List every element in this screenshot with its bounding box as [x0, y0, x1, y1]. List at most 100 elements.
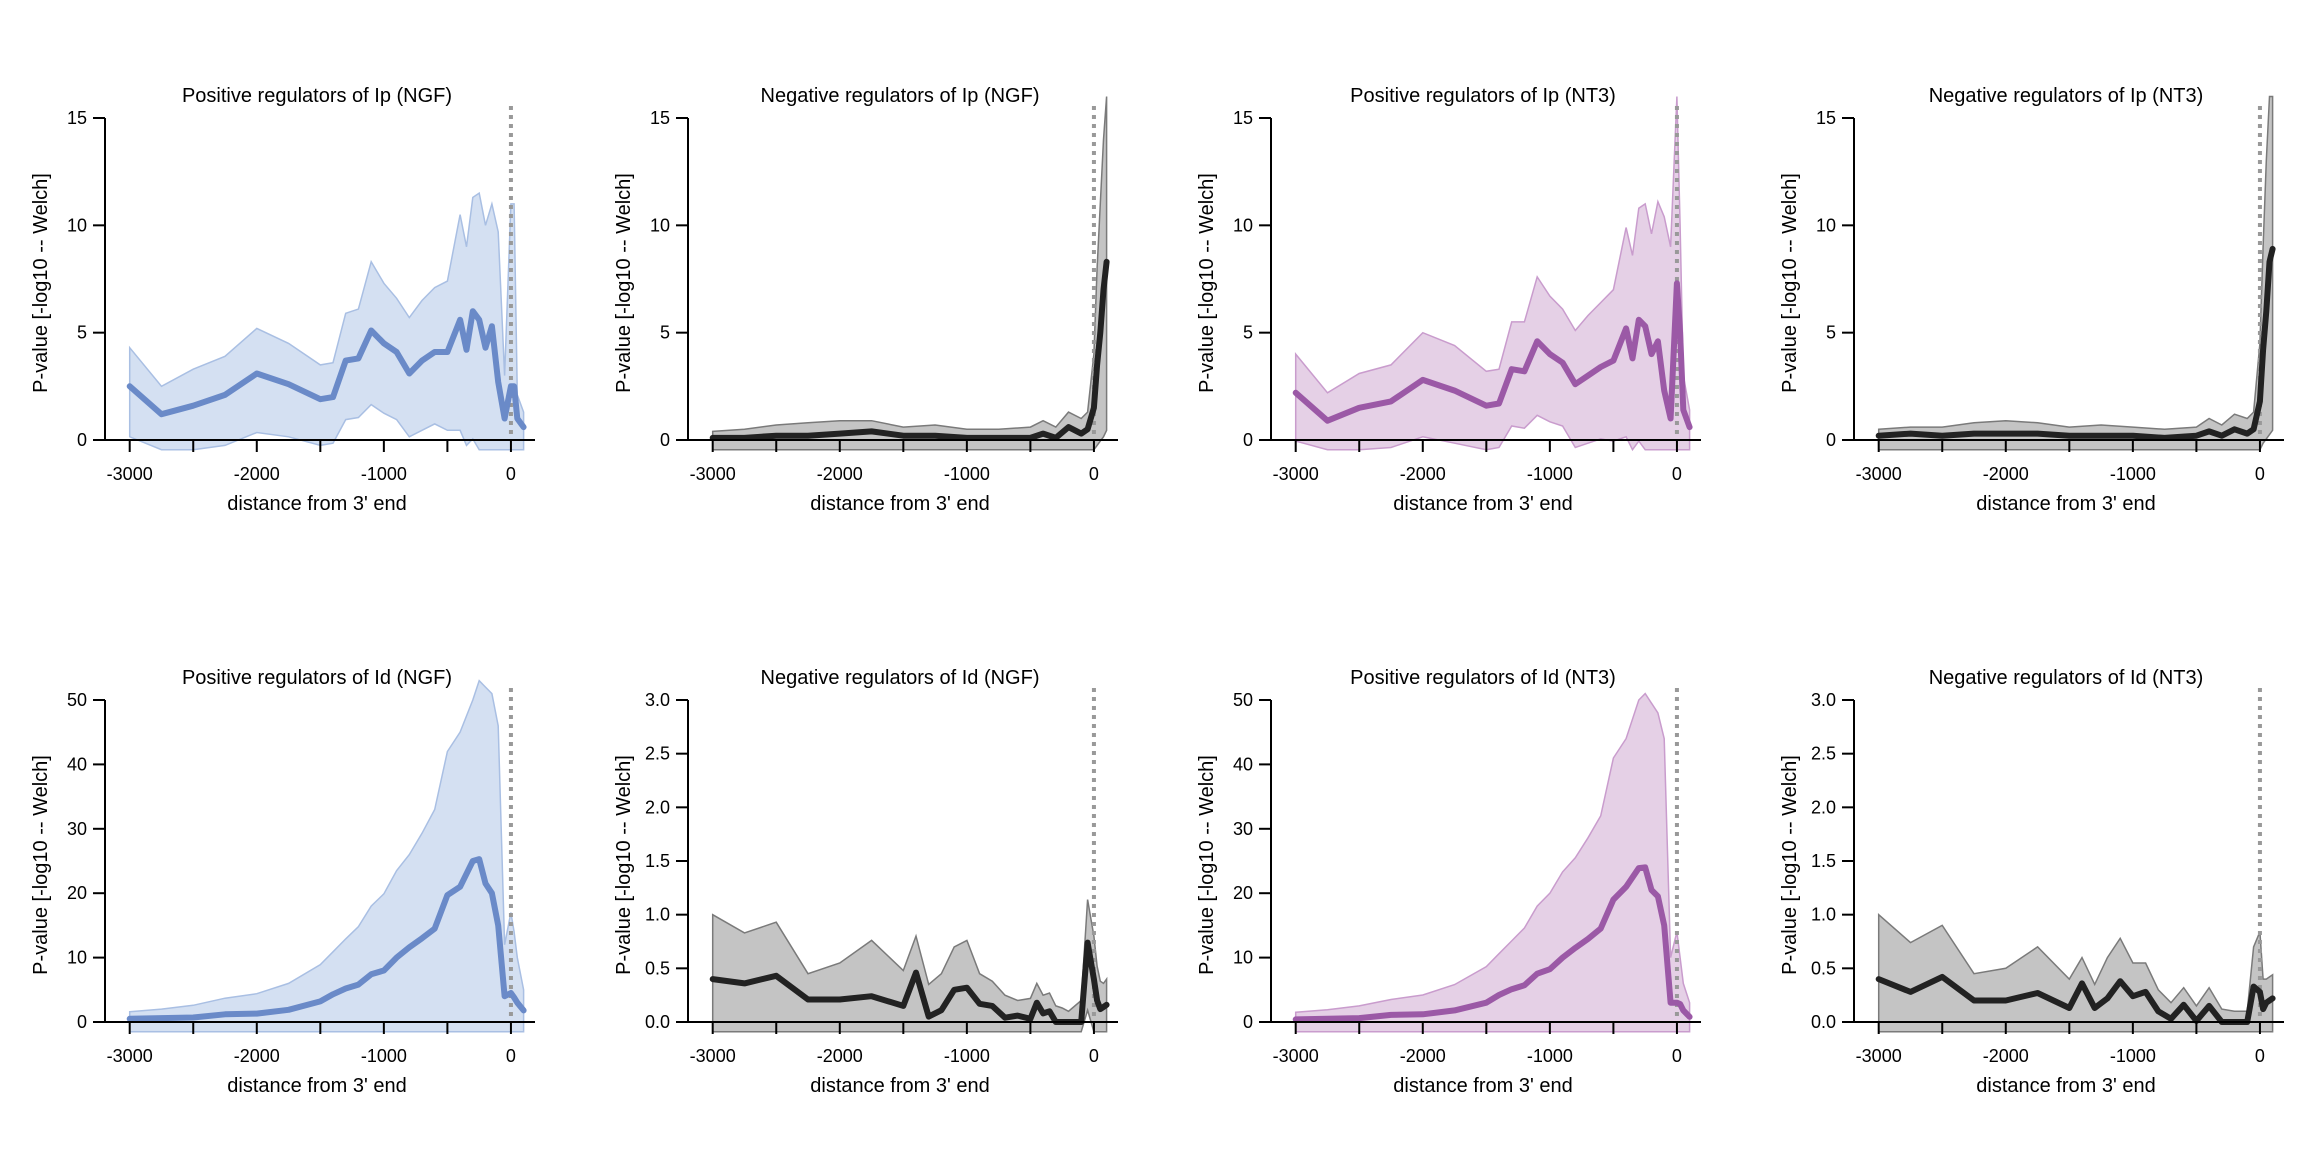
x-tick-label: -1000 [1527, 464, 1573, 484]
y-tick-label: 1.5 [1811, 851, 1836, 871]
panel-1: 0 5 10 15 -3000 -2000 -1000 0 Positive regulator… [30, 85, 535, 515]
x-tick-label: -3000 [1273, 1046, 1319, 1066]
y-tick-label: 0 [1243, 430, 1253, 450]
y-tick-label: 10 [1816, 215, 1836, 235]
y-tick-label: 15 [67, 108, 87, 128]
x-tick-label: -1000 [361, 1046, 407, 1066]
panel-6: 0.0 0.5 1.0 1.5 2.0 2.5 3.0 -3000 -2000 -1000 0 Neg… [613, 667, 1118, 1097]
series-line [709, 939, 1110, 1025]
x-axis-label: distance from 3' end [810, 493, 989, 515]
panel-title: Positive regulators of Ip (NGF) [182, 85, 452, 107]
y-tick-label: 1.0 [1811, 905, 1836, 925]
y-tick-label: 10 [650, 215, 670, 235]
x-tick-label: -3000 [1856, 464, 1902, 484]
y-tick-label: 0.0 [1811, 1012, 1836, 1032]
y-tick-label: 0 [660, 430, 670, 450]
x-tick-label: 0 [1089, 1046, 1099, 1066]
y-tick-label: 1.5 [645, 851, 670, 871]
panel-title: Negative regulators of Ip (NT3) [1929, 85, 2204, 107]
panel-4: 0 5 10 15 -3000 -2000 -1000 0 Negative regulator… [1779, 85, 2284, 515]
confidence-band [128, 679, 525, 1033]
y-tick-label: 0 [77, 1012, 87, 1032]
x-tick-label: -1000 [2110, 1046, 2156, 1066]
y-axis-label: P-value [-log10 -- Welch] [30, 173, 52, 393]
x-tick-label: 0 [2255, 1046, 2265, 1066]
x-tick-label: -2000 [1983, 464, 2029, 484]
x-axis-label: distance from 3' end [1976, 493, 2155, 515]
y-tick-label: 0.5 [1811, 958, 1836, 978]
y-tick-label: 5 [1243, 323, 1253, 343]
panel-2: 0 5 10 15 -3000 -2000 -1000 0 Negative regulator… [613, 85, 1118, 515]
panel-8: 0.0 0.5 1.0 1.5 2.0 2.5 3.0 -3000 -2000 -1000 0 Neg… [1779, 667, 2284, 1097]
data-area [126, 106, 527, 451]
x-tick-label: -1000 [944, 464, 990, 484]
data-area [1292, 688, 1693, 1033]
x-axis-label: distance from 3' end [1393, 1075, 1572, 1097]
x-axis-label: distance from 3' end [810, 1075, 989, 1097]
x-tick-label: 0 [1672, 464, 1682, 484]
confidence-band [1294, 96, 1691, 452]
series-line [1292, 864, 1693, 1023]
x-tick-label: -3000 [1856, 1046, 1902, 1066]
data-area [709, 688, 1110, 1033]
y-tick-label: 50 [1233, 690, 1253, 710]
y-tick-label: 15 [1816, 108, 1836, 128]
x-tick-label: -3000 [107, 1046, 153, 1066]
y-tick-label: 0.5 [645, 958, 670, 978]
x-tick-label: -2000 [1400, 464, 1446, 484]
x-axis-label: distance from 3' end [1976, 1075, 2155, 1097]
y-tick-label: 30 [67, 819, 87, 839]
x-axis-label: distance from 3' end [227, 1075, 406, 1097]
x-tick-label: 0 [2255, 464, 2265, 484]
panel-title: Negative regulators of Id (NGF) [761, 667, 1040, 689]
y-axis-label: P-value [-log10 -- Welch] [1779, 755, 1801, 975]
panel-7: 0 10 20 30 40 50 -3000 -2000 -1000 0 Positive regu… [1196, 667, 1701, 1097]
x-tick-label: 0 [506, 1046, 516, 1066]
panel-title: Positive regulators of Ip (NT3) [1350, 85, 1616, 107]
y-tick-label: 2.0 [645, 797, 670, 817]
y-tick-label: 30 [1233, 819, 1253, 839]
x-axis-label: distance from 3' end [227, 493, 406, 515]
y-tick-label: 5 [77, 323, 87, 343]
y-axis-label: P-value [-log10 -- Welch] [1196, 173, 1218, 393]
y-tick-label: 20 [1233, 883, 1253, 903]
x-tick-label: 0 [506, 464, 516, 484]
y-axis-label: P-value [-log10 -- Welch] [613, 173, 635, 393]
panel-title: Negative regulators of Ip (NGF) [761, 85, 1040, 107]
y-tick-label: 1.0 [645, 905, 670, 925]
data-area [1292, 96, 1693, 452]
x-tick-label: -2000 [234, 464, 280, 484]
panel-title: Negative regulators of Id (NT3) [1929, 667, 2204, 689]
panel-3: 0 5 10 15 -3000 -2000 -1000 0 Positive regulator… [1196, 85, 1701, 515]
confidence-band [1294, 692, 1691, 1033]
y-tick-label: 2.5 [645, 744, 670, 764]
series-line [1292, 280, 1693, 431]
x-tick-label: -2000 [817, 1046, 863, 1066]
confidence-band [128, 191, 525, 451]
y-tick-label: 10 [67, 215, 87, 235]
data-area [1875, 688, 2276, 1033]
panel-title: Positive regulators of Id (NT3) [1350, 667, 1616, 689]
y-tick-label: 3.0 [1811, 690, 1836, 710]
data-area [1875, 95, 2276, 451]
y-tick-label: 15 [650, 108, 670, 128]
x-tick-label: 0 [1089, 464, 1099, 484]
y-tick-label: 0 [77, 430, 87, 450]
data-area [126, 679, 527, 1033]
x-tick-label: 0 [1672, 1046, 1682, 1066]
y-tick-label: 50 [67, 690, 87, 710]
x-tick-label: -3000 [107, 464, 153, 484]
data-area [709, 96, 1110, 451]
series-line [126, 856, 527, 1022]
y-tick-label: 10 [1233, 215, 1253, 235]
y-tick-label: 5 [1826, 323, 1836, 343]
x-tick-label: -2000 [817, 464, 863, 484]
confidence-band [711, 96, 1108, 451]
y-axis-label: P-value [-log10 -- Welch] [1779, 173, 1801, 393]
y-tick-label: 2.0 [1811, 797, 1836, 817]
y-tick-label: 5 [660, 323, 670, 343]
x-tick-label: -1000 [944, 1046, 990, 1066]
y-axis-label: P-value [-log10 -- Welch] [30, 755, 52, 975]
y-tick-label: 0 [1243, 1012, 1253, 1032]
